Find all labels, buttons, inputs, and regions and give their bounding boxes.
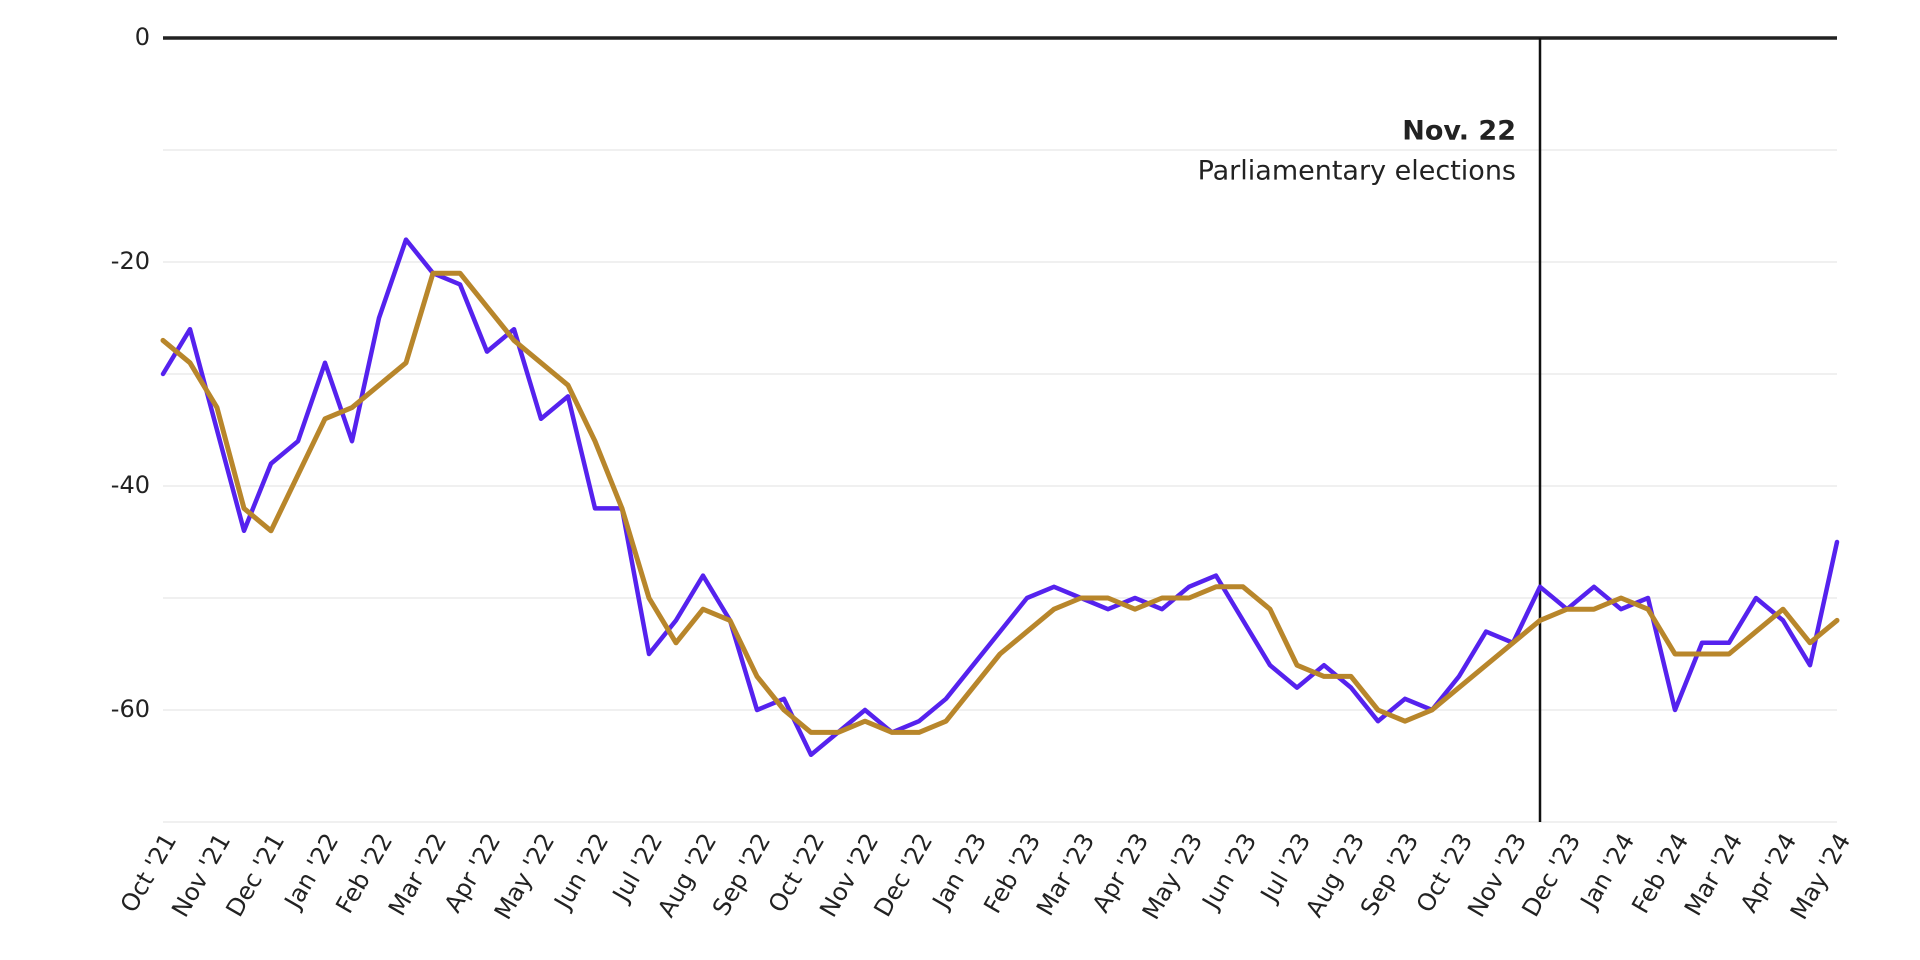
series-line — [160, 270, 1840, 735]
series-line — [160, 237, 1840, 758]
y-tick-label: -20 — [111, 247, 150, 275]
annotation-text: Parliamentary elections — [1198, 156, 1516, 187]
y-tick-label: -40 — [111, 471, 150, 499]
annotation-title: Nov. 22 — [1402, 116, 1516, 147]
y-tick-label: 0 — [135, 23, 150, 51]
y-tick-label: -60 — [111, 695, 150, 723]
